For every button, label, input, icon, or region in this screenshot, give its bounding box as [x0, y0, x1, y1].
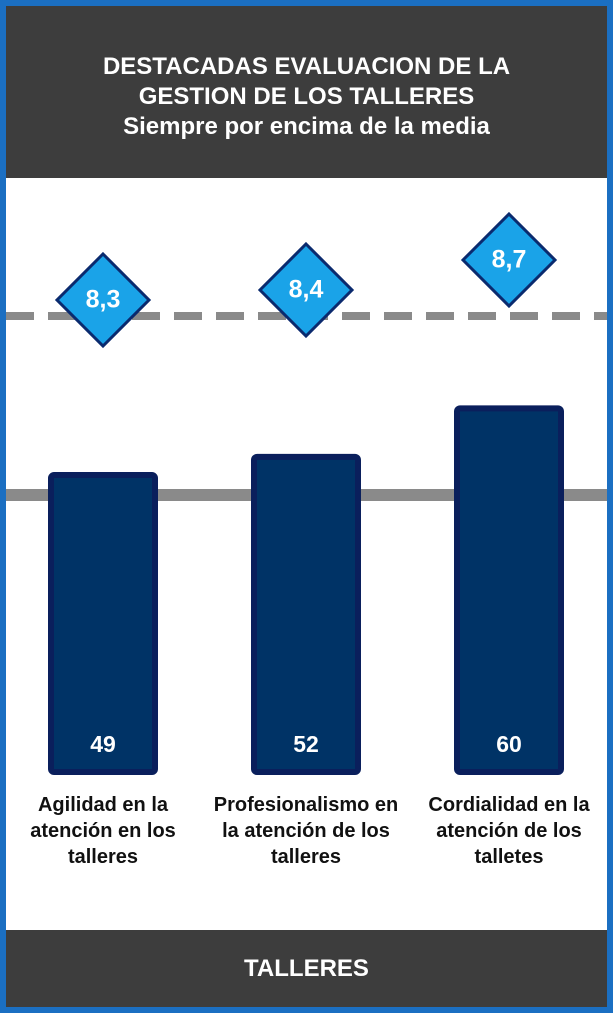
bar [454, 405, 564, 775]
rating-diamond [54, 251, 152, 349]
rating-label: 8,3 [86, 286, 121, 314]
bar [251, 453, 361, 775]
bar-value-label: 52 [293, 731, 319, 757]
title-line: DESTACADAS EVALUACION DE LA [102, 53, 511, 80]
footer: TALLERES [6, 930, 607, 1007]
bar [48, 472, 158, 775]
title-line: GESTION DE LOS TALLERES [138, 83, 475, 110]
header: DESTACADAS EVALUACION DE LA GESTION DE L… [6, 6, 607, 178]
bar-value-label: 60 [496, 731, 522, 757]
rating-label: 8,4 [289, 276, 324, 304]
category-label: Profesionalismo en la atención de los ta… [213, 794, 399, 868]
rating-diamond [460, 211, 558, 309]
category-label: Cordialidad en la atención de los tallet… [428, 794, 590, 868]
bar-value-label: 49 [90, 731, 116, 757]
subtitle: Siempre por encima de la media [123, 113, 490, 140]
rating-diamond [257, 241, 355, 339]
category-label: Agilidad en la atención en los talleres [30, 794, 176, 868]
chart: 49 8,3 52 8,4 60 8,7 [6, 211, 607, 775]
rating-label: 8,7 [492, 246, 527, 274]
